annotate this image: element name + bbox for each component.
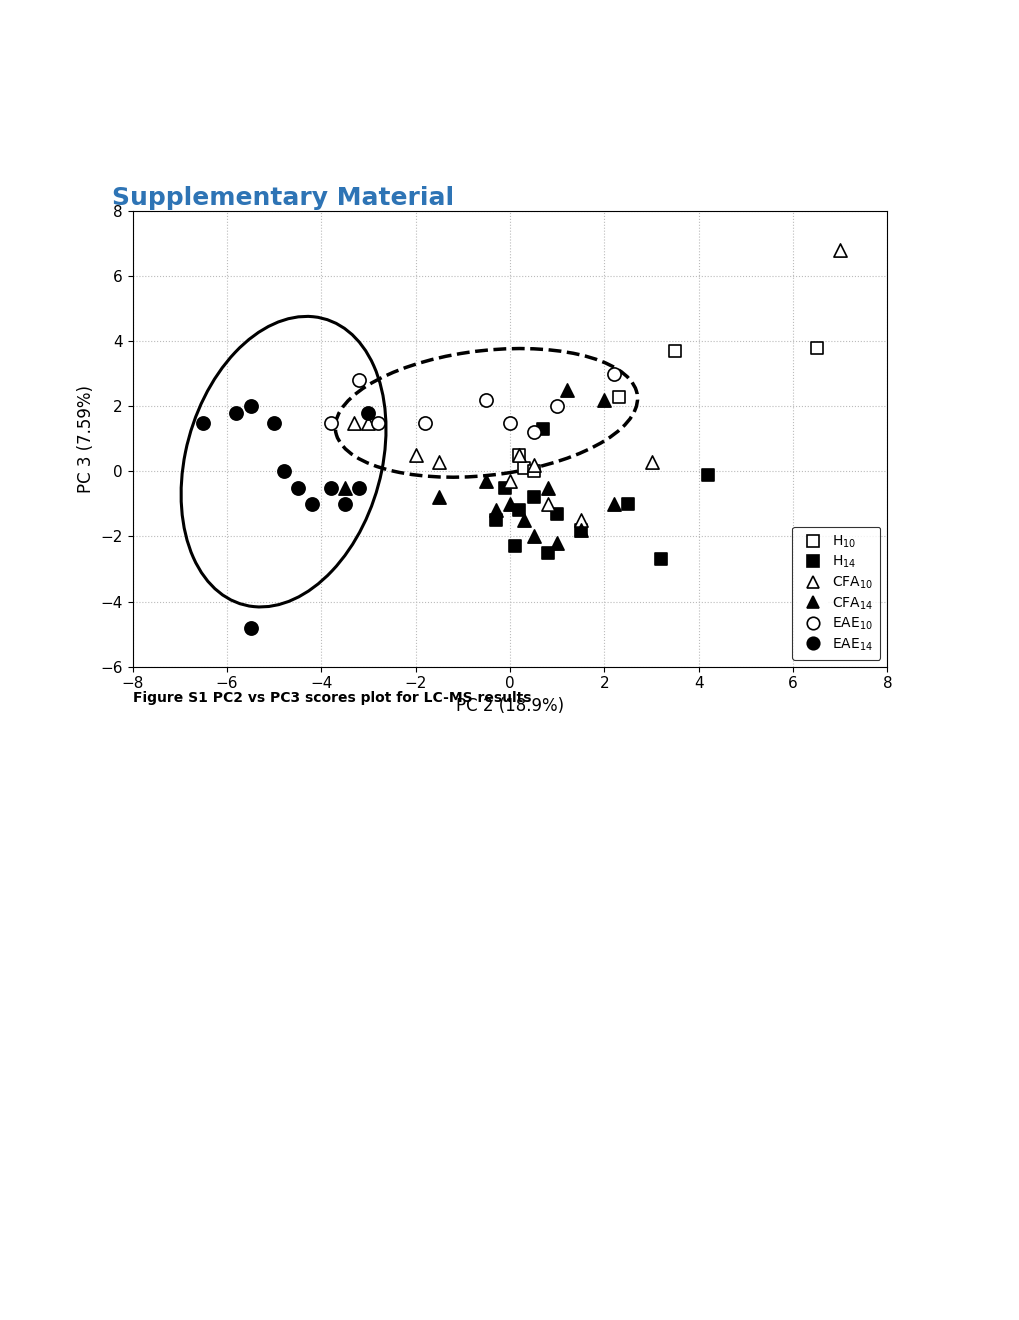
Point — [496, 477, 513, 498]
Point — [360, 412, 376, 433]
Point — [525, 487, 541, 508]
Point — [609, 385, 626, 407]
Point — [243, 616, 259, 638]
Point — [478, 471, 494, 492]
Point — [195, 412, 211, 433]
Point — [345, 412, 362, 433]
Point — [525, 525, 541, 546]
Point — [539, 477, 555, 498]
Point — [666, 341, 683, 362]
Point — [595, 389, 611, 411]
Point — [336, 494, 353, 515]
Point — [322, 477, 338, 498]
Point — [620, 494, 636, 515]
Point — [408, 445, 424, 466]
Point — [501, 494, 518, 515]
Point — [548, 503, 565, 524]
Point — [431, 451, 447, 473]
X-axis label: PC 2 (18.9%): PC 2 (18.9%) — [455, 697, 564, 715]
Point — [322, 412, 338, 433]
Point — [228, 403, 245, 424]
Point — [511, 500, 527, 521]
Point — [516, 458, 532, 479]
Point — [572, 519, 588, 541]
Text: Supplementary Material: Supplementary Material — [112, 186, 453, 210]
Point — [539, 494, 555, 515]
Point — [572, 519, 588, 541]
Point — [501, 412, 518, 433]
Point — [289, 477, 306, 498]
Point — [516, 510, 532, 531]
Point — [572, 510, 588, 531]
Point — [534, 418, 550, 440]
Point — [501, 471, 518, 492]
Y-axis label: PC 3 (7.59%): PC 3 (7.59%) — [76, 385, 95, 492]
Point — [511, 445, 527, 466]
Point — [360, 403, 376, 424]
Point — [266, 412, 282, 433]
Point — [605, 494, 622, 515]
Point — [304, 494, 320, 515]
Point — [478, 389, 494, 411]
Point — [525, 422, 541, 444]
Point — [652, 549, 668, 570]
Point — [832, 240, 848, 261]
Point — [275, 461, 291, 482]
Point — [548, 532, 565, 553]
Point — [558, 380, 575, 401]
Point — [351, 370, 367, 391]
Point — [431, 487, 447, 508]
Point — [336, 477, 353, 498]
Point — [417, 412, 433, 433]
Point — [643, 451, 659, 473]
Point — [243, 396, 259, 417]
Point — [539, 543, 555, 564]
Point — [525, 461, 541, 482]
Point — [525, 454, 541, 475]
Legend: H$_{10}$, H$_{14}$, CFA$_{10}$, CFA$_{14}$, EAE$_{10}$, EAE$_{14}$: H$_{10}$, H$_{14}$, CFA$_{10}$, CFA$_{14… — [792, 527, 879, 660]
Point — [699, 465, 715, 486]
Point — [487, 500, 503, 521]
Text: Figure S1 PC2 vs PC3 scores plot for LC-MS results: Figure S1 PC2 vs PC3 scores plot for LC-… — [132, 692, 531, 705]
Point — [487, 510, 503, 531]
Point — [548, 396, 565, 417]
Point — [808, 338, 824, 359]
Point — [351, 477, 367, 498]
Point — [369, 412, 385, 433]
Point — [511, 445, 527, 466]
Point — [506, 536, 523, 557]
Point — [605, 363, 622, 384]
